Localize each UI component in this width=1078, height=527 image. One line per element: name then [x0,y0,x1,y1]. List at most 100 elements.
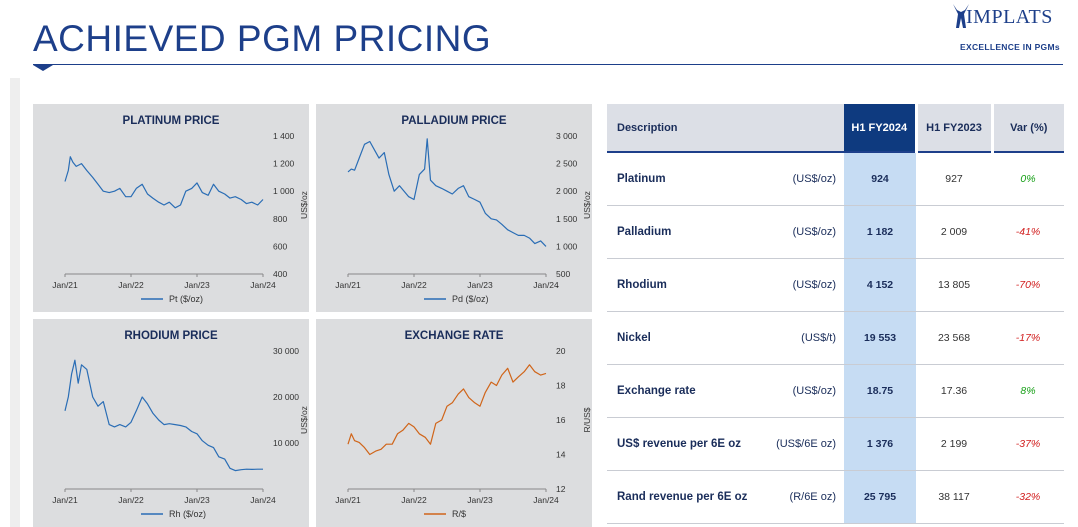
chart-title: PLATINUM PRICE [123,115,220,127]
row-variance: -41% [992,205,1064,259]
x-tick-label: Jan/21 [52,280,78,290]
y-tick-label: 2 500 [556,159,578,169]
platinum-chart: PLATINUM PRICE Jan/21 Jan/22 Jan/23 Jan/24 1 … [52,115,309,304]
row-name: Exchange rate [607,364,772,418]
row-unit: (US$/6E oz) [772,417,844,471]
x-tick-label: Jan/24 [250,280,276,290]
col-header-unit [772,104,844,153]
row-name: Nickel [607,311,772,365]
exchange-series-line [347,364,547,456]
legend-label: Pd ($/oz) [452,294,489,304]
row-previous-value: 38 117 [916,470,992,524]
row-unit: (US$/oz) [772,258,844,312]
row-variance: -32% [992,470,1064,524]
col-header-variance: Var (%) [990,104,1064,153]
y-tick-label: 20 [556,346,566,356]
y-tick-label: 1 200 [273,159,295,169]
y-tick-label: - [556,281,559,291]
palladium-chart-panel: PALLADIUM PRICE Jan/21 Jan/22 Jan/23 Jan/24 3… [316,104,592,312]
row-current-value: 25 795 [844,470,916,524]
rhodium-chart-panel: RHODIUM PRICE Jan/21 Jan/22 Jan/23 Jan/24 30 … [33,319,309,527]
row-previous-value: 2 009 [916,205,992,259]
x-tick-label: Jan/22 [401,495,427,505]
y-axis-label: US$/oz [582,191,592,219]
x-tick-label: Jan/22 [118,280,144,290]
y-tick-label: 16 [556,415,566,425]
platinum-chart-panel: PLATINUM PRICE Jan/21 Jan/22 Jan/23 Jan/24 1 … [33,104,309,312]
row-variance: 0% [992,152,1064,206]
row-previous-value: 927 [916,152,992,206]
row-previous-value: 17.36 [916,364,992,418]
page-title: ACHIEVED PGM PRICING [33,18,492,59]
y-tick-label: 600 [273,241,287,251]
row-previous-value: 23 568 [916,311,992,365]
y-axis-label: US$/oz [299,191,309,219]
row-unit: (R/6E oz) [772,470,844,524]
row-current-value: 924 [844,152,916,206]
table-row: Palladium (US$/oz) 1 182 2 009 -41% [607,205,1064,259]
table-row: US$ revenue per 6E oz (US$/6E oz) 1 376 2 1… [607,417,1064,471]
table-row: Rand revenue per 6E oz (R/6E oz) 25 795 38 … [607,470,1064,524]
x-tick-label: Jan/21 [335,280,361,290]
row-variance: -70% [992,258,1064,312]
y-tick-label: 10 000 [273,438,299,448]
legend-label: Rh ($/oz) [169,509,206,519]
x-tick-label: Jan/24 [533,280,559,290]
y-tick-label: 12 [556,484,566,494]
x-tick-label: Jan/24 [250,495,276,505]
palladium-series-line [347,138,547,247]
x-tick-label: Jan/23 [467,280,493,290]
row-current-value: 4 152 [844,258,916,312]
y-tick-label: 20 000 [273,392,299,402]
chart-title: EXCHANGE RATE [405,330,504,342]
row-name: Rhodium [607,258,772,312]
x-tick-label: Jan/23 [467,495,493,505]
table-header-row: Description H1 FY2024 H1 FY2023 Var (%) [607,104,1064,153]
y-tick-label: 2 000 [556,186,578,196]
row-name: Palladium [607,205,772,259]
legend-label: R/$ [452,509,466,519]
row-current-value: 1 182 [844,205,916,259]
y-tick-label: 1 000 [273,186,295,196]
x-tick-label: Jan/24 [533,495,559,505]
row-unit: (US$/t) [772,311,844,365]
rhodium-series-line [64,359,263,472]
x-tick-label: Jan/22 [118,495,144,505]
y-tick-label: 30 000 [273,346,299,356]
y-tick-label: 1 500 [556,214,578,224]
company-logo: IMPLATS EXCELLENCE IN PGMs [950,0,1068,58]
row-name: US$ revenue per 6E oz [607,417,772,471]
logo-tagline: EXCELLENCE IN PGMs [960,42,1060,52]
row-current-value: 1 376 [844,417,916,471]
platinum-series-line [64,156,264,209]
y-tick-label: 3 000 [556,131,578,141]
row-variance: -17% [992,311,1064,365]
row-variance: -37% [992,417,1064,471]
chart-title: PALLADIUM PRICE [401,115,507,127]
x-tick-label: Jan/21 [52,495,78,505]
y-tick-label: 18 [556,381,566,391]
x-tick-label: Jan/23 [184,495,210,505]
x-tick-label: Jan/21 [335,495,361,505]
row-previous-value: 13 805 [916,258,992,312]
row-unit: (US$/oz) [772,152,844,206]
side-strip [10,78,20,527]
y-tick-label: 400 [273,269,287,279]
row-current-value: 19 553 [844,311,916,365]
x-tick-label: Jan/22 [401,280,427,290]
row-name: Platinum [607,152,772,206]
rhodium-chart: RHODIUM PRICE Jan/21 Jan/22 Jan/23 Jan/24 30 … [52,330,309,519]
exchange-rate-chart-panel: EXCHANGE RATE Jan/21 Jan/22 Jan/23 Jan/24 20 1… [316,319,592,527]
y-axis-label: US$/oz [299,406,309,434]
pgm-pricing-table: Description H1 FY2024 H1 FY2023 Var (%) … [607,104,1064,524]
y-tick-label: 500 [556,269,570,279]
table-row: Rhodium (US$/oz) 4 152 13 805 -70% [607,258,1064,312]
title-rule-marker [33,65,53,71]
y-tick-label: 800 [273,214,287,224]
row-unit: (US$/oz) [772,364,844,418]
exchange-chart: EXCHANGE RATE Jan/21 Jan/22 Jan/23 Jan/24 20 1… [335,330,592,519]
row-current-value: 18.75 [844,364,916,418]
table-row: Exchange rate (US$/oz) 18.75 17.36 8% [607,364,1064,418]
chart-title: RHODIUM PRICE [124,330,218,342]
